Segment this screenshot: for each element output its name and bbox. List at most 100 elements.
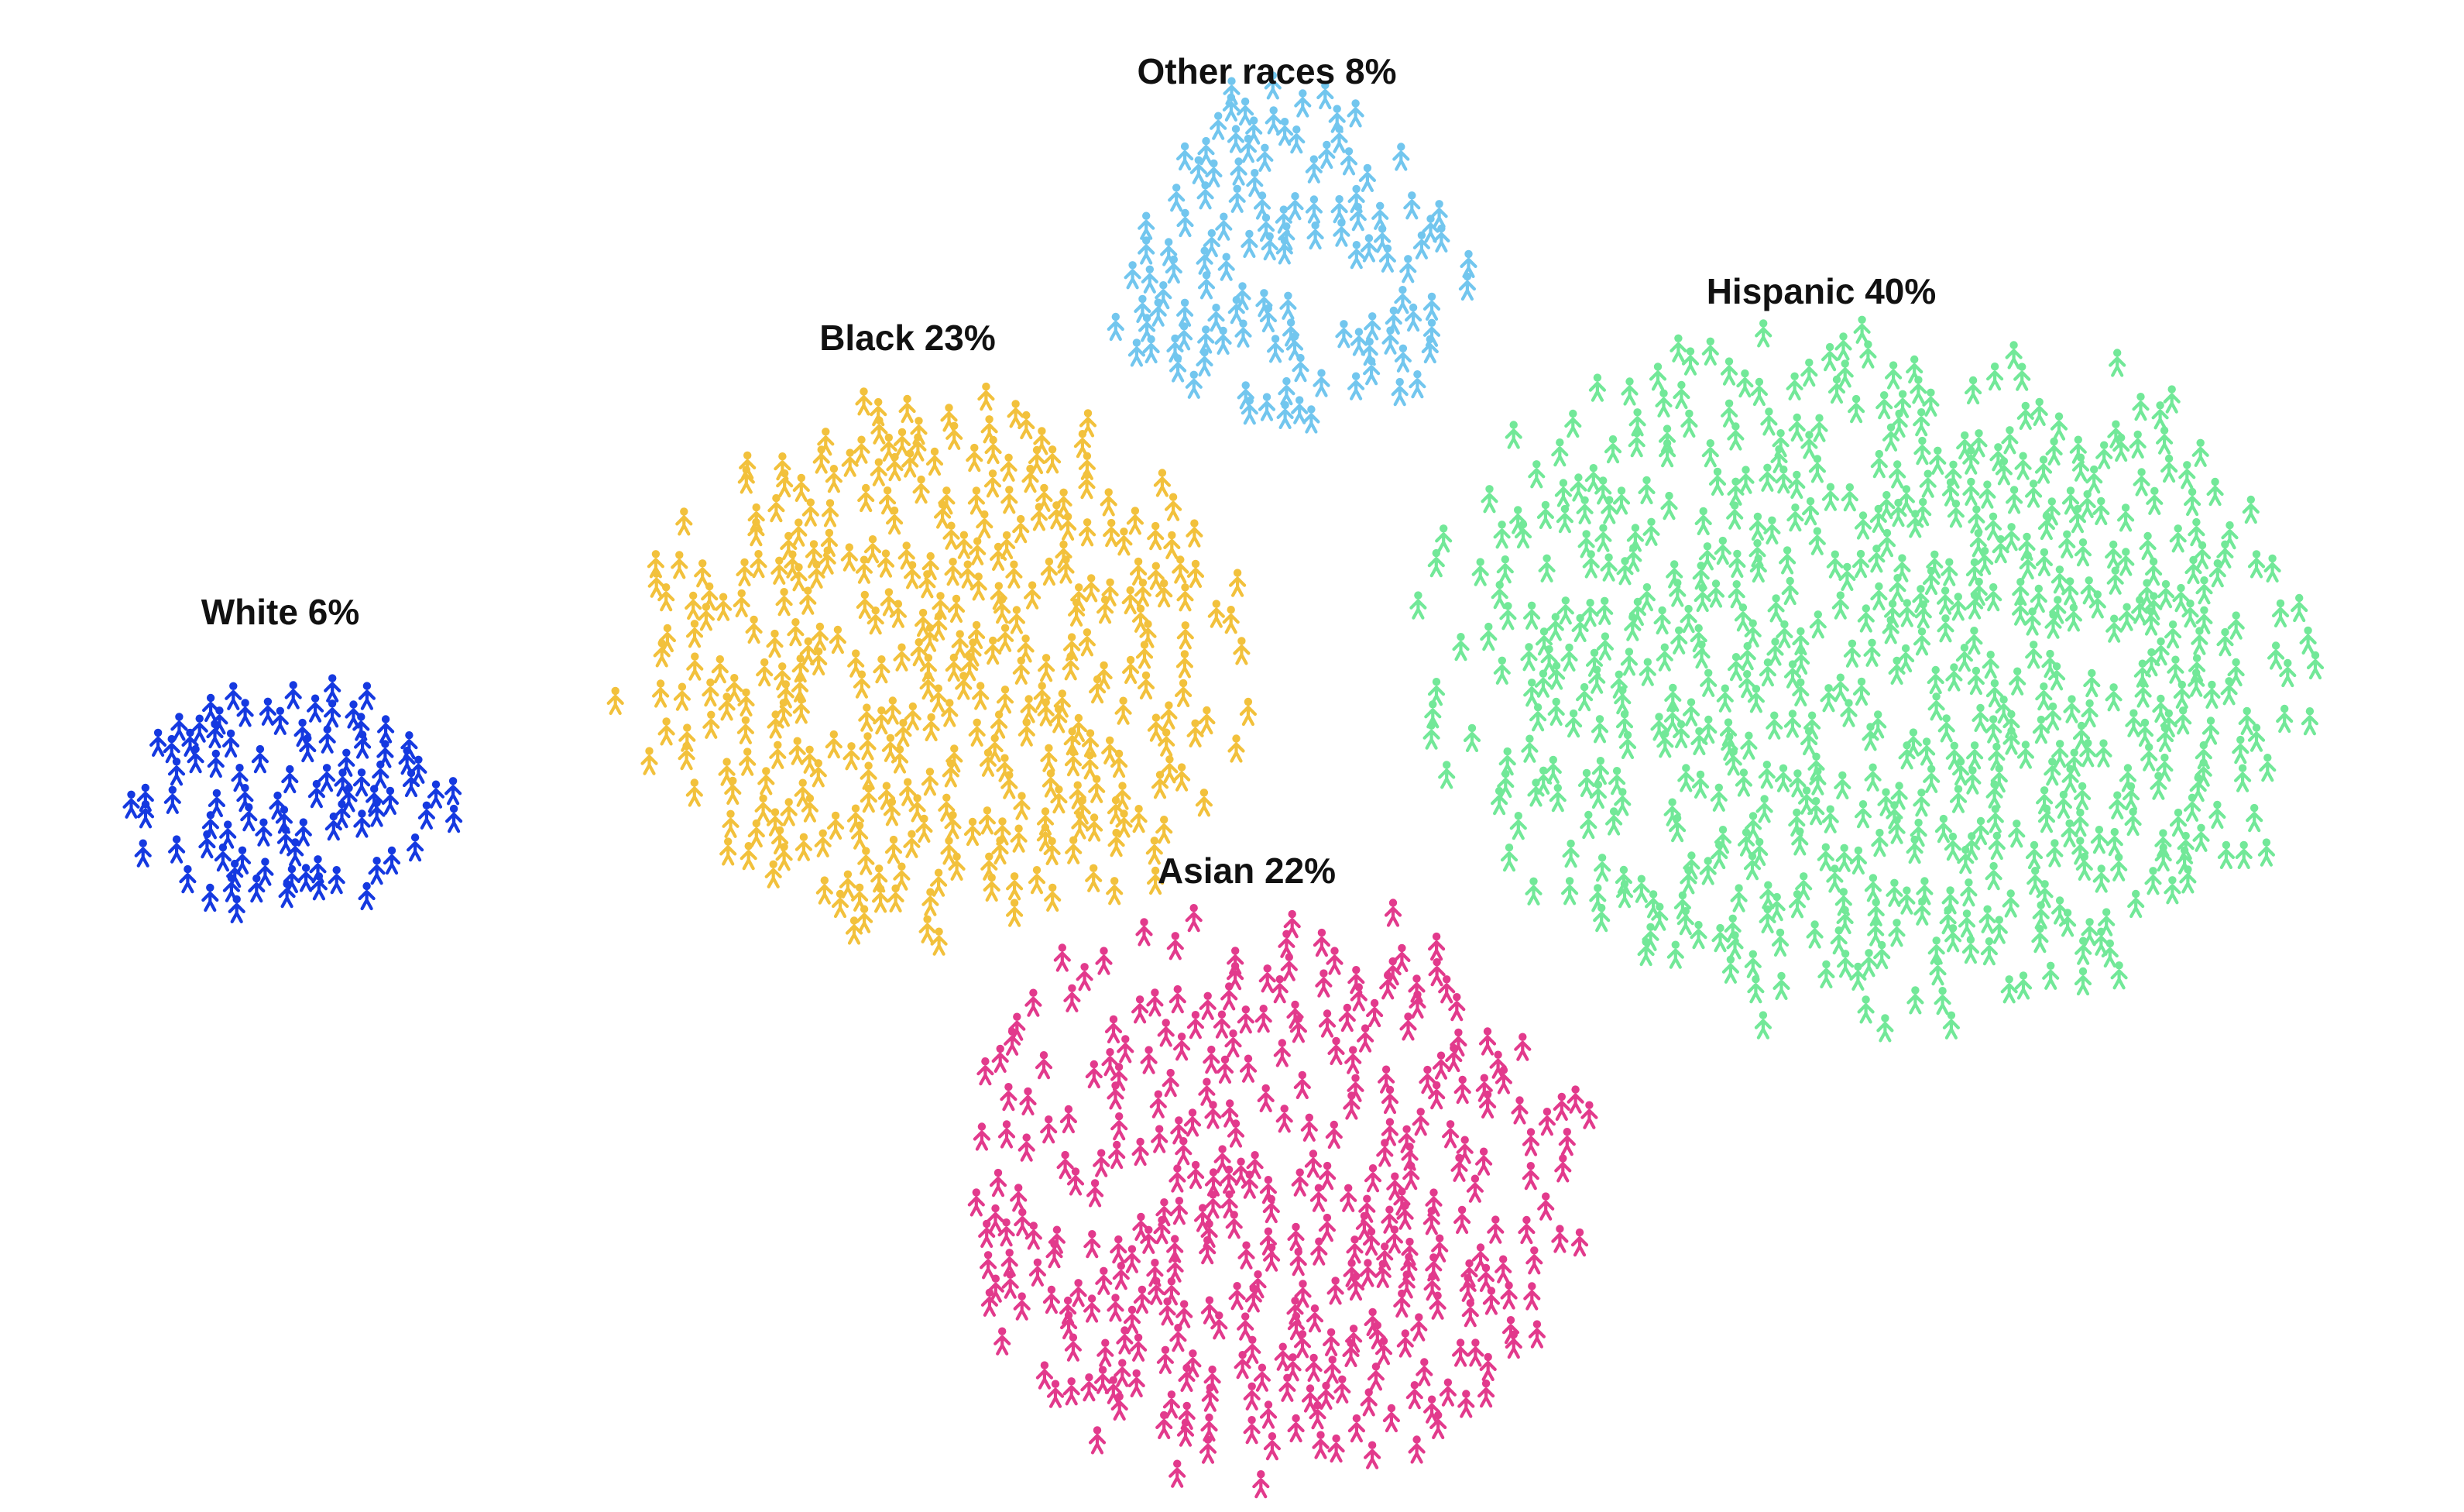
- person-icon-hispanic: [1638, 476, 1656, 505]
- person-icon-black: [860, 761, 877, 790]
- person-icon-asian: [1088, 1426, 1107, 1455]
- person-icon-other-races: [1421, 335, 1439, 364]
- person-icon-white: [417, 801, 436, 830]
- person-icon-asian: [1537, 1192, 1555, 1221]
- person-icon-black: [1095, 661, 1113, 690]
- person-icon-hispanic: [1800, 431, 1818, 459]
- person-icon-black: [1043, 445, 1062, 474]
- person-icon-other-races: [1333, 218, 1350, 247]
- person-icon-asian: [1107, 1081, 1124, 1110]
- person-icon-hispanic: [1985, 715, 2002, 744]
- person-icon-hispanic: [2188, 517, 2205, 547]
- person-icon-hispanic: [1594, 524, 1612, 552]
- person-icon-black: [996, 624, 1014, 652]
- person-icon-hispanic: [1700, 715, 1718, 744]
- person-icon-black: [792, 473, 810, 503]
- person-icon-other-races: [1257, 213, 1275, 242]
- person-icon-hispanic: [2150, 771, 2167, 800]
- person-icon-black: [1175, 650, 1194, 679]
- person-icon-hispanic: [1544, 755, 1562, 785]
- person-icon-black: [886, 452, 904, 482]
- person-icon-hispanic: [1649, 363, 1667, 391]
- person-icon-asian: [1327, 1036, 1345, 1066]
- person-icon-black: [1018, 411, 1035, 440]
- person-icon-hispanic: [1927, 936, 1945, 965]
- person-icon-hispanic: [1575, 682, 1594, 712]
- person-icon-hispanic: [1783, 710, 1801, 738]
- person-icon-black: [967, 486, 986, 515]
- person-icon-hispanic: [1499, 602, 1517, 631]
- person-icon-white: [226, 859, 244, 888]
- person-icon-black: [1005, 899, 1024, 927]
- person-icon-asian: [1271, 975, 1289, 1004]
- person-icon-asian: [1467, 1338, 1484, 1367]
- person-icon-asian: [1505, 1330, 1522, 1359]
- person-icon-hispanic: [1554, 479, 1573, 507]
- person-icon-hispanic: [2105, 683, 2123, 712]
- person-icon-hispanic: [1522, 601, 1541, 630]
- person-icon-white: [352, 768, 371, 797]
- person-icon-black: [1040, 557, 1059, 586]
- person-icon-black: [651, 679, 670, 708]
- person-icon-black: [856, 590, 873, 620]
- person-icon-hispanic: [2139, 531, 2157, 561]
- person-icon-hispanic: [1525, 877, 1543, 905]
- person-icon-other-races: [1394, 344, 1412, 373]
- person-icon-black: [767, 493, 785, 523]
- person-icon-asian: [1479, 1352, 1497, 1382]
- person-icon-white: [228, 895, 245, 924]
- person-icon-other-races: [1205, 159, 1223, 187]
- person-icon-hispanic: [1711, 923, 1729, 953]
- person-icon-black: [901, 449, 919, 478]
- person-icon-hispanic: [2045, 437, 2063, 466]
- person-icon-black: [787, 618, 805, 647]
- person-icon-hispanic: [2059, 909, 2077, 937]
- person-icon-asian: [1343, 1259, 1361, 1287]
- person-icon-hispanic: [2037, 511, 2055, 541]
- person-icon-white: [207, 749, 225, 778]
- person-icon-hispanic: [1929, 446, 1947, 475]
- person-icon-other-races: [1239, 134, 1258, 163]
- person-icon-black: [686, 652, 704, 681]
- person-icon-hispanic: [2169, 808, 2188, 837]
- person-icon-hispanic: [2156, 426, 2174, 455]
- label-other-races: Other races 8%: [1138, 51, 1397, 91]
- person-icon-other-races: [1236, 97, 1254, 126]
- person-icon-asian: [1254, 1005, 1272, 1033]
- person-icon-black: [685, 778, 703, 807]
- person-icon-hispanic: [1632, 875, 1650, 903]
- person-icon-other-races: [1266, 335, 1285, 363]
- person-icon-hispanic: [1854, 511, 1872, 540]
- person-icon-black: [1137, 671, 1155, 700]
- person-icon-asian: [1227, 1119, 1245, 1148]
- person-icon-hispanic: [1910, 376, 1927, 404]
- person-icon-white: [406, 833, 424, 862]
- person-icon-black: [945, 421, 963, 450]
- person-icon-black: [737, 688, 755, 717]
- person-icon-hispanic: [1986, 363, 2004, 391]
- person-icon-hispanic: [2009, 667, 2026, 696]
- person-icon-asian: [1445, 1043, 1463, 1073]
- person-icon-asian: [1326, 947, 1344, 975]
- person-icon-black: [1044, 883, 1062, 912]
- person-icon-hispanic: [1666, 940, 1684, 969]
- person-icon-asian: [1580, 1101, 1598, 1129]
- person-icon-asian: [1318, 1009, 1337, 1038]
- person-icon-asian: [1419, 1065, 1436, 1094]
- person-icon-asian: [1048, 1225, 1066, 1254]
- person-icon-hispanic: [1897, 644, 1915, 673]
- person-icon-black: [1145, 837, 1163, 865]
- person-icon-asian: [1338, 1003, 1356, 1033]
- person-icon-hispanic: [1857, 995, 1875, 1024]
- person-icon-black: [921, 768, 939, 796]
- person-icon-hispanic: [1427, 678, 1446, 706]
- person-icon-other-races: [1392, 143, 1410, 171]
- person-icon-black: [933, 500, 952, 529]
- person-icon-black: [790, 518, 808, 547]
- person-icon-hispanic: [1853, 315, 1871, 344]
- person-icon-asian: [978, 1219, 996, 1249]
- person-icon-black: [1007, 606, 1026, 634]
- person-icon-asian: [1453, 1205, 1471, 1235]
- person-icon-asian: [1318, 1161, 1337, 1191]
- person-icon-hispanic: [1838, 562, 1856, 592]
